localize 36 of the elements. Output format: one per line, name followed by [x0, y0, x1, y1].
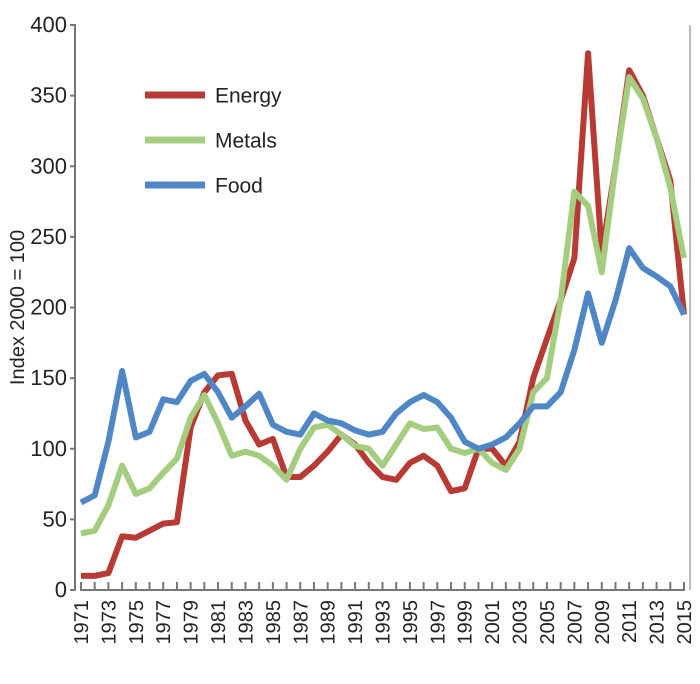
x-tick-label: 2011	[619, 600, 642, 644]
legend-label: Energy	[215, 84, 282, 108]
x-tick-label: 1993	[372, 600, 394, 644]
y-axis-title: Index 2000 = 100	[7, 230, 29, 386]
x-tick-label: 1977	[153, 600, 176, 644]
x-tick-label: 2009	[592, 600, 614, 644]
x-tick-label: 1981	[208, 600, 230, 644]
legend-label: Food	[215, 174, 263, 198]
legend-label: Metals	[215, 129, 277, 152]
x-tick-label: 1995	[400, 600, 422, 644]
x-tick-label: 1975	[126, 600, 148, 644]
x-tick-label: 2007	[564, 600, 586, 644]
y-tick-label: 200	[30, 294, 67, 320]
x-tick-label: 1973	[98, 600, 120, 644]
x-tick-label: 1987	[290, 600, 312, 644]
x-tick-label: 2013	[646, 600, 669, 644]
y-tick-label: 50	[42, 506, 67, 532]
x-tick-label: 1979	[180, 600, 203, 644]
x-tick-label: 1997	[427, 600, 450, 644]
x-tick-label: 1999	[454, 600, 477, 644]
x-tick-label: 2005	[536, 600, 559, 644]
x-tick-label: 2001	[482, 600, 504, 644]
y-tick-label: 150	[30, 365, 67, 390]
y-tick-label: 400	[30, 12, 67, 38]
y-tick-label: 350	[30, 82, 67, 108]
x-tick-label: 2015	[674, 600, 696, 644]
x-tick-label: 1989	[318, 600, 340, 644]
x-tick-label: 1983	[235, 600, 258, 644]
x-tick-label: 1985	[262, 600, 285, 644]
x-tick-label: 2003	[510, 600, 532, 644]
y-tick-label: 250	[30, 224, 67, 249]
y-tick-label: 0	[54, 577, 67, 602]
y-tick-label: 100	[30, 436, 67, 461]
x-tick-label: 1971	[71, 600, 93, 644]
x-tick-label: 1991	[345, 600, 368, 644]
y-tick-label: 300	[30, 153, 67, 178]
